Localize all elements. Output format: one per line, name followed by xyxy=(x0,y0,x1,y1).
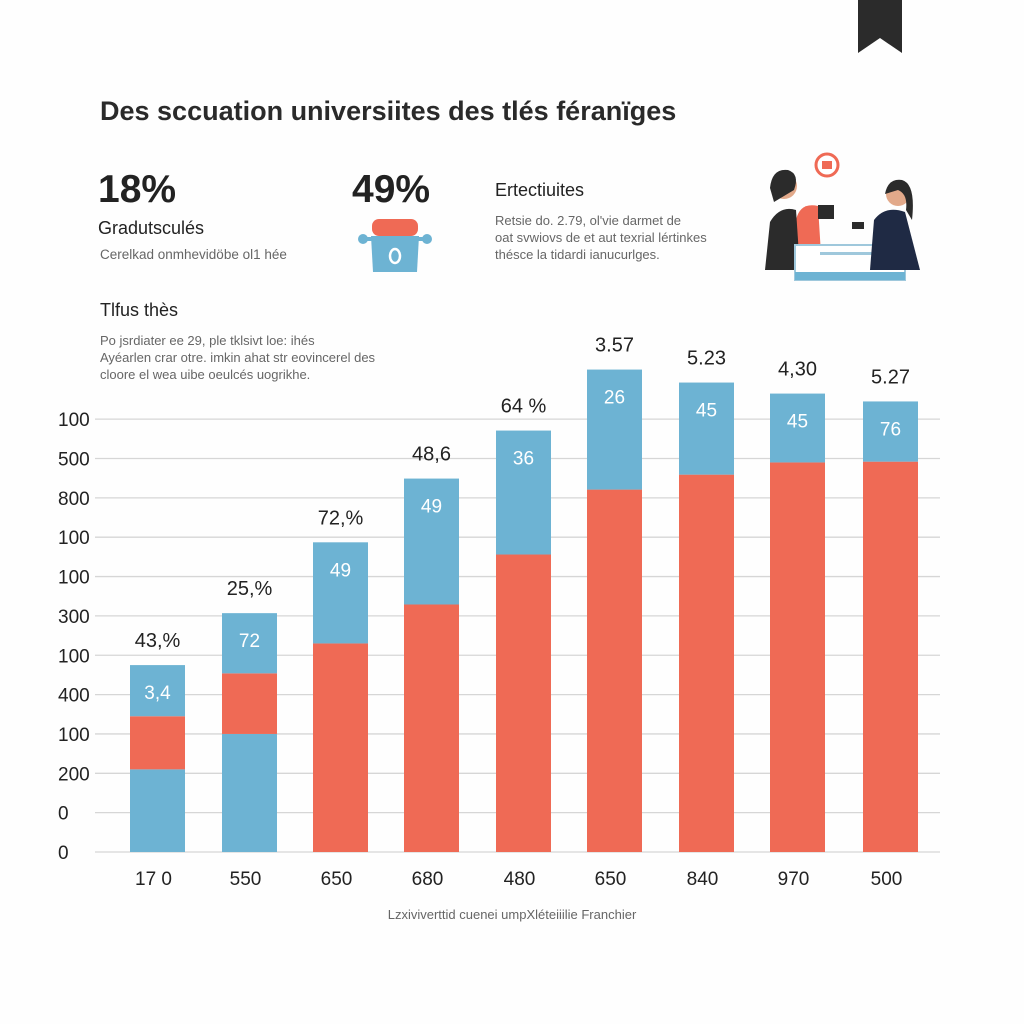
section-line: Ayéarlen crar otre. imkin ahat str eovin… xyxy=(100,350,376,365)
bar-segment-blue xyxy=(130,769,185,852)
bar-top-label: 5.27 xyxy=(871,366,910,388)
bar-segment-red xyxy=(496,554,551,852)
x-tick-label: 500 xyxy=(871,869,903,890)
x-tick-label: 680 xyxy=(412,869,444,890)
info-line: oat svwiovs de et aut texrial lértinkes xyxy=(495,230,707,245)
bar-segment-blue xyxy=(679,382,734,475)
y-tick-label: 400 xyxy=(58,686,90,707)
page-title: Des sccuation universiites des tlés féra… xyxy=(100,96,677,126)
bar-segment-blue xyxy=(496,430,551,555)
x-tick-label: 840 xyxy=(687,869,719,890)
x-tick-label: 650 xyxy=(595,869,627,890)
bar-segment-red xyxy=(863,461,918,852)
segment-label: 49 xyxy=(421,497,442,518)
bar-top-label: 48,6 xyxy=(412,444,451,466)
bar-segment-blue xyxy=(770,393,825,463)
segment-label: 76 xyxy=(880,419,901,440)
bar-top-label: 4,30 xyxy=(778,359,817,381)
y-tick-label: 100 xyxy=(58,725,90,746)
y-tick-label: 500 xyxy=(58,450,90,471)
info-line: thésce la tidardi ianucurlges. xyxy=(495,247,660,262)
bar-segment-red xyxy=(679,474,734,852)
bar-segment-red xyxy=(587,489,642,852)
x-tick-label: 17 0 xyxy=(135,869,172,890)
segment-label: 45 xyxy=(696,401,717,422)
segment-label: 36 xyxy=(513,449,534,470)
y-tick-label: 300 xyxy=(58,607,90,628)
bookmark-icon[interactable] xyxy=(858,0,902,54)
bar-segment-blue xyxy=(130,665,185,717)
bar-top-label: 5.23 xyxy=(687,348,726,370)
stat-1-note: Cerelkad onmhevidöbe ol1 hée xyxy=(100,247,287,262)
bar-segment-red xyxy=(404,604,459,852)
segment-label: 45 xyxy=(787,412,808,433)
bar-segment-blue xyxy=(404,478,459,605)
x-tick-label: 650 xyxy=(321,869,353,890)
bar-segment-blue xyxy=(222,733,277,852)
bar-segment-red xyxy=(222,673,277,734)
bar-top-label: 72,% xyxy=(318,507,364,529)
x-tick-label: 550 xyxy=(230,869,262,890)
info-text: Retsie do. 2.79, ol'vie darmet de oat sv… xyxy=(495,212,707,263)
y-tick-label: 100 xyxy=(58,646,90,667)
y-tick-label: 100 xyxy=(58,528,90,549)
bar-top-label: 43,% xyxy=(135,630,181,652)
bar-top-label: 64 % xyxy=(501,396,547,418)
info-heading: Ertectiuites xyxy=(495,180,585,200)
x-tick-label: 970 xyxy=(778,869,810,890)
x-axis-label: Lzxiviverttid cuenei umpXléteiiilie Fran… xyxy=(387,907,637,922)
bar-top-label: 3.57 xyxy=(595,335,634,357)
y-tick-label: 0 xyxy=(58,843,69,864)
segment-label: 3,4 xyxy=(144,683,171,704)
section-line: Po jsrdiater ee 29, ple tklsivt loe: ihé… xyxy=(100,333,315,348)
section-line: cloore el wea uibe oeulcés uogrikhe. xyxy=(100,367,311,382)
x-tick-label: 480 xyxy=(504,869,536,890)
segment-label: 26 xyxy=(604,388,625,409)
pot-icon xyxy=(358,219,432,272)
stat-1-value: 18% xyxy=(98,168,177,211)
bar-segment-red xyxy=(770,462,825,852)
bar-segment-blue xyxy=(222,613,277,674)
y-tick-label: 800 xyxy=(58,489,90,510)
y-tick-label: 200 xyxy=(58,764,90,785)
segment-label: 72 xyxy=(239,631,260,652)
y-tick-label: 100 xyxy=(58,410,90,431)
bar-segment-red xyxy=(313,643,368,852)
info-line: Retsie do. 2.79, ol'vie darmet de xyxy=(495,213,682,228)
stat-1-label: Gradutsculés xyxy=(98,218,205,238)
bar-segment-red xyxy=(130,716,185,770)
section-text: Po jsrdiater ee 29, ple tklsivt loe: ihé… xyxy=(100,332,375,383)
section-heading: Tlfus thès xyxy=(100,300,179,320)
segment-label: 49 xyxy=(330,560,351,581)
bar-segment-blue xyxy=(587,369,642,490)
stat-2-value: 49% xyxy=(352,168,431,211)
bar-top-label: 25,% xyxy=(227,578,273,600)
bar-segment-blue xyxy=(863,401,918,462)
people-illustration xyxy=(765,152,920,281)
bar-segment-blue xyxy=(313,542,368,644)
y-tick-label: 0 xyxy=(58,804,69,825)
y-tick-label: 100 xyxy=(58,568,90,589)
